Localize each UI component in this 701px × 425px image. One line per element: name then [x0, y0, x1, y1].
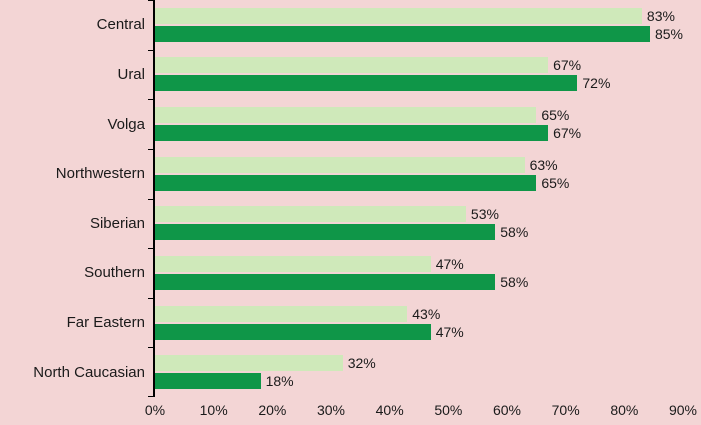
- x-tick-label: 70%: [551, 402, 580, 418]
- value-label: 47%: [435, 255, 464, 272]
- bar-dark-green: [155, 125, 549, 142]
- value-label: 67%: [553, 125, 582, 142]
- plot-area: Central 83% 85% Ural 67% 72% Volga 65% 67% Northw…: [0, 0, 683, 397]
- category-label: Southern: [84, 264, 145, 282]
- value-label: 65%: [541, 174, 570, 191]
- x-tick-label: 0%: [144, 402, 166, 418]
- x-tick-label: 60%: [492, 402, 522, 418]
- bar-dark-green: [155, 224, 496, 241]
- chart-row: North Caucasian 32% 18%: [0, 347, 683, 397]
- bar-dark-green: [155, 373, 261, 390]
- bar-light-green: [155, 255, 431, 272]
- bar-group: 32% 18%: [153, 347, 683, 397]
- chart-row: Volga 65% 67%: [0, 99, 683, 149]
- bar-light-green: [155, 57, 549, 74]
- chart-row: Far Eastern 43% 47%: [0, 297, 683, 348]
- x-tick-label: 30%: [316, 402, 346, 418]
- bar-dark-green: [155, 323, 431, 340]
- bar-light-green: [155, 355, 343, 372]
- chart-row: Central 83% 85%: [0, 0, 683, 50]
- category-label: Ural: [117, 65, 145, 83]
- x-tick-label: 10%: [199, 402, 228, 418]
- value-label: 65%: [541, 107, 570, 124]
- value-label: 47%: [435, 323, 464, 340]
- value-label: 63%: [529, 156, 558, 173]
- bar-light-green: [155, 305, 408, 322]
- category-label: Central: [96, 16, 145, 34]
- value-label: 58%: [500, 224, 529, 241]
- chart-row: Siberian 53% 58%: [0, 198, 683, 249]
- bar-group: 63% 65%: [153, 148, 683, 199]
- category-label: Far Eastern: [66, 314, 145, 332]
- bar-dark-green: [155, 273, 496, 290]
- chart-row: Ural 67% 72%: [0, 49, 683, 100]
- value-label: 18%: [265, 373, 294, 390]
- value-label: 32%: [347, 355, 376, 372]
- x-tick-label: 40%: [375, 402, 404, 418]
- bar-group: 43% 47%: [153, 297, 683, 348]
- value-label: 72%: [582, 75, 611, 92]
- x-tick-label: 80%: [610, 402, 639, 418]
- bar-group: 67% 72%: [153, 49, 683, 100]
- x-tick-label: 20%: [258, 402, 287, 418]
- bar-group: 83% 85%: [153, 0, 683, 50]
- chart-row: Northwestern 63% 65%: [0, 148, 683, 199]
- value-label: 53%: [470, 206, 499, 223]
- bar-group: 47% 58%: [153, 248, 683, 298]
- bar-dark-green: [155, 25, 650, 42]
- bar-group: 53% 58%: [153, 198, 683, 249]
- bar-group: 65% 67%: [153, 99, 683, 149]
- value-label: 43%: [412, 305, 441, 322]
- value-label: 85%: [654, 25, 683, 42]
- bar-dark-green: [155, 75, 578, 92]
- value-label: 58%: [500, 273, 529, 290]
- category-label: Northwestern: [55, 165, 145, 183]
- value-label: 67%: [553, 57, 582, 74]
- bar-light-green: [155, 156, 525, 173]
- x-axis: 0% 10% 20% 30% 40% 50% 60% 70% 80% 90%: [145, 402, 697, 424]
- value-label: 83%: [646, 7, 675, 24]
- bar-light-green: [155, 107, 537, 124]
- category-label: Volga: [107, 115, 145, 133]
- x-tick-label: 90%: [668, 402, 698, 418]
- bar-light-green: [155, 7, 642, 24]
- category-label: Siberian: [89, 214, 145, 232]
- chart-row: Southern 47% 58%: [0, 248, 683, 298]
- category-label: North Caucasian: [33, 363, 145, 381]
- x-tick-label: 50%: [434, 402, 463, 418]
- bar-light-green: [155, 206, 466, 223]
- bar-dark-green: [155, 174, 537, 191]
